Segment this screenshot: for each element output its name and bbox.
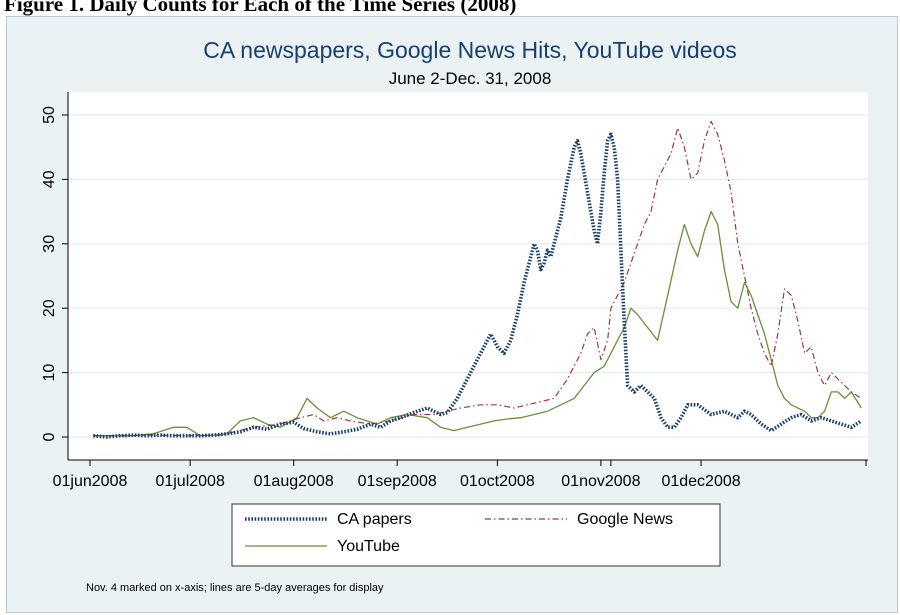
chart-subtitle: June 2-Dec. 31, 2008: [389, 69, 552, 88]
chart-note: Nov. 4 marked on x-axis; lines are 5-day…: [86, 582, 384, 594]
legend-label-google-news: Google News: [577, 511, 673, 528]
x-tick-label: 01dec2008: [661, 473, 740, 490]
legend-box: [231, 503, 721, 567]
y-tick-label: 10: [41, 364, 58, 382]
chart-title: CA newspapers, Google News Hits, YouTube…: [203, 37, 737, 63]
series-line-youtube: [93, 210, 862, 437]
legend: CA papers Google News YouTube: [231, 503, 721, 567]
x-tick-label: 01oct2008: [460, 473, 535, 490]
legend-label-ca-papers: CA papers: [337, 511, 412, 528]
y-tick-label: 0: [41, 432, 58, 441]
figure-caption: Figure 1. Daily Counts for Each of the T…: [4, 0, 517, 16]
y-tick-label: 40: [41, 170, 58, 188]
y-tick-label: 30: [41, 235, 58, 253]
legend-label-youtube: YouTube: [337, 538, 400, 555]
y-tick-label: 50: [41, 106, 58, 124]
x-tick-label: 01nov2008: [561, 473, 640, 490]
x-tick-label: 01aug2008: [254, 473, 334, 490]
x-tick-label: 01jun2008: [53, 473, 128, 490]
series-line-ca-papers: [93, 132, 863, 439]
plot-area: [68, 92, 868, 460]
x-tick-label: 01sep2008: [358, 473, 437, 490]
y-tick-label: 20: [41, 299, 58, 317]
x-tick-label: 01jul2008: [155, 473, 225, 490]
series-line-google-news: [93, 120, 862, 437]
